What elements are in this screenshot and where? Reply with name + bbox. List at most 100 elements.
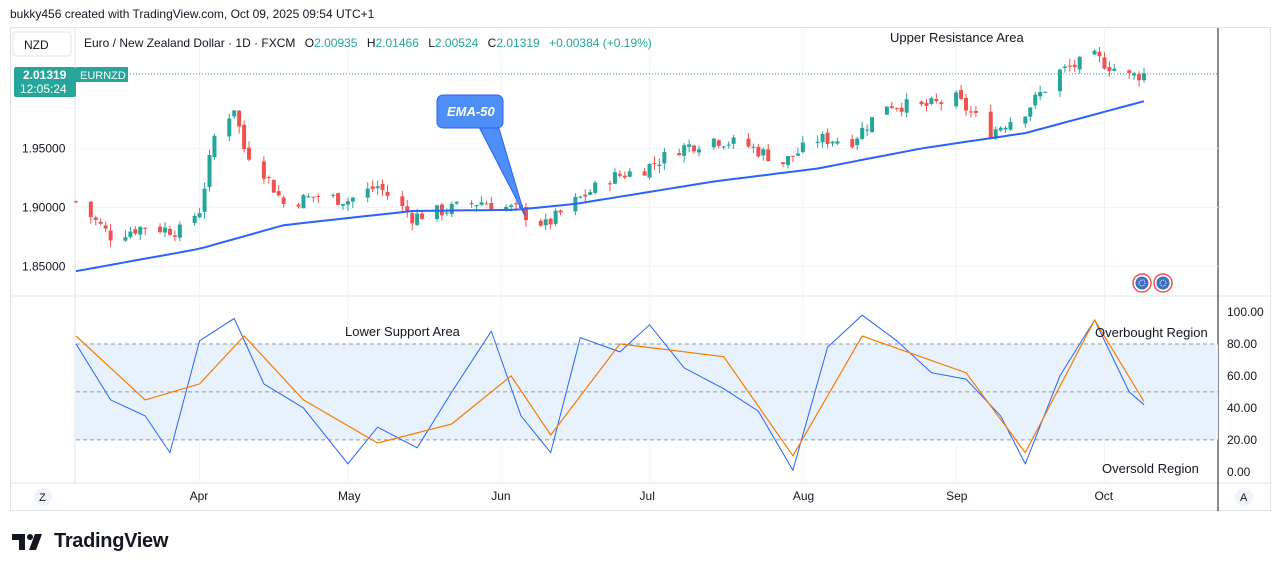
candle [266, 175, 271, 184]
tradingview-logo-icon [12, 533, 42, 550]
price-axis: 1.95000 1.90000 1.85000 [22, 141, 66, 273]
low-label: L [428, 36, 435, 50]
tradingview-brand: TradingView [54, 530, 169, 552]
candle [588, 189, 593, 196]
candle [1132, 71, 1137, 80]
candle [1137, 71, 1142, 87]
candle [400, 191, 405, 212]
time-axis-label: Oct [1094, 489, 1113, 503]
candle [98, 218, 103, 226]
candle [74, 200, 78, 204]
candle [835, 137, 840, 146]
candle [479, 195, 484, 206]
candle [726, 141, 731, 149]
candle [88, 201, 93, 224]
oversold-label: Oversold Region [1102, 461, 1199, 476]
log-scale-button[interactable] [34, 488, 52, 506]
ema-50-line [75, 100, 1145, 273]
candle [331, 193, 336, 199]
oscillator-axis-label: 20.00 [1227, 433, 1257, 447]
candle [627, 167, 632, 178]
candle [1023, 116, 1028, 128]
ema-callout-label: EMA-50 [447, 104, 495, 119]
candle [341, 203, 345, 210]
candle [316, 193, 321, 203]
currency-button-label: NZD [24, 38, 49, 52]
time-axis-label: Jul [640, 489, 655, 503]
candle [345, 197, 350, 212]
ema-callout-box[interactable] [436, 94, 504, 129]
candle [642, 168, 647, 176]
candle [420, 211, 425, 220]
time-axis-label: May [338, 489, 361, 503]
candle [746, 133, 751, 149]
candle [687, 139, 692, 152]
candle [538, 218, 543, 227]
candle [870, 116, 875, 134]
price-pane[interactable] [75, 28, 1218, 296]
oscillator-axis: 100.00 80.00 60.00 40.00 20.00 0.00 [1227, 305, 1264, 479]
candle [820, 131, 825, 148]
time-axis: Apr May Jun Jul Aug Sep Oct [190, 489, 1114, 503]
candle [1142, 67, 1146, 83]
candle [172, 230, 177, 242]
time-axis-label: Aug [793, 489, 814, 503]
candle [860, 121, 865, 140]
candle [489, 196, 494, 210]
candle [523, 202, 528, 227]
candle [652, 156, 657, 170]
candle [825, 128, 830, 149]
candle [123, 230, 128, 242]
candle [1077, 56, 1082, 74]
candle [336, 192, 341, 206]
candle [242, 120, 247, 153]
event-flag-icon[interactable] [1132, 273, 1152, 293]
candle [405, 199, 410, 218]
candle [454, 201, 459, 205]
candle [608, 180, 612, 192]
candle [790, 155, 795, 163]
candle [449, 201, 454, 218]
candle [988, 104, 993, 140]
candle [964, 93, 968, 117]
oscillator-axis-label: 40.00 [1227, 401, 1257, 415]
candle [1107, 61, 1112, 77]
candle [1062, 64, 1067, 73]
price-tag-price: 2.01319 [23, 68, 67, 82]
candle [800, 135, 805, 154]
oscillator-axis-label: 60.00 [1227, 369, 1257, 383]
candle [375, 180, 380, 195]
candle [622, 171, 627, 180]
candle [756, 143, 761, 158]
candle [1043, 91, 1048, 94]
candle [163, 222, 167, 238]
auto-scale-button[interactable] [1235, 488, 1253, 506]
candle [815, 135, 820, 148]
log-scale-button-label: Z [39, 492, 46, 504]
candle [1067, 59, 1072, 72]
candle [934, 93, 939, 104]
chart-frame [10, 27, 1271, 511]
time-axis-label: Sep [946, 489, 968, 503]
candle [998, 126, 1003, 132]
event-flag-icon[interactable] [1153, 273, 1173, 293]
candle [311, 196, 316, 203]
currency-button[interactable] [12, 31, 72, 57]
auto-scale-button-label: A [1240, 492, 1248, 504]
candle [889, 101, 894, 109]
candle [583, 189, 588, 204]
open-value: 2.00935 [314, 36, 358, 50]
candle [177, 221, 182, 242]
candle [227, 113, 232, 142]
low-value: 2.00524 [435, 36, 479, 50]
tradingview-logo[interactable]: TradingView [12, 530, 168, 553]
oscillator-axis-label: 80.00 [1227, 337, 1257, 351]
high-label: H [367, 36, 376, 50]
candle [207, 149, 212, 192]
candle [1003, 125, 1008, 133]
time-axis-label: Apr [190, 489, 209, 503]
candle [350, 196, 355, 208]
candle [939, 100, 944, 111]
candle [761, 147, 766, 161]
